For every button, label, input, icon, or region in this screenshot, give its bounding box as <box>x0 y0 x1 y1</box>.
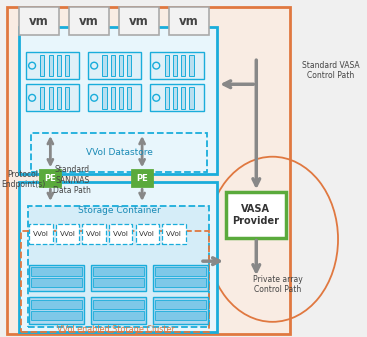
Bar <box>19 27 217 174</box>
Text: PE: PE <box>44 174 56 183</box>
Text: vm: vm <box>79 14 99 28</box>
Bar <box>7 7 290 334</box>
Bar <box>83 224 106 244</box>
Bar <box>155 278 206 287</box>
Bar <box>164 87 169 109</box>
Bar <box>57 55 61 76</box>
Bar <box>57 87 61 109</box>
Bar <box>150 52 204 79</box>
Bar <box>164 55 169 76</box>
Text: VVol: VVol <box>113 231 129 237</box>
Bar <box>109 224 132 244</box>
Bar <box>173 55 177 76</box>
Bar <box>40 87 44 109</box>
Bar <box>93 300 144 309</box>
Text: VVol: VVol <box>33 231 49 237</box>
Bar <box>31 278 82 287</box>
Bar <box>111 87 115 109</box>
Bar <box>93 311 144 320</box>
Text: Protocol
Endpoint(s): Protocol Endpoint(s) <box>1 170 45 189</box>
Bar <box>155 300 206 309</box>
Text: VVol: VVol <box>166 231 182 237</box>
Bar <box>31 133 207 172</box>
Bar <box>31 300 82 309</box>
Bar <box>88 84 141 111</box>
Bar <box>181 87 185 109</box>
Bar <box>135 224 159 244</box>
Bar <box>91 298 146 324</box>
Bar <box>29 224 53 244</box>
Bar <box>88 52 141 79</box>
Text: Standard
SAN/NAS
Data Path: Standard SAN/NAS Data Path <box>54 165 91 195</box>
Bar <box>69 7 109 35</box>
Bar <box>91 265 146 290</box>
Bar <box>19 182 217 332</box>
Bar <box>56 224 79 244</box>
Bar <box>111 55 115 76</box>
Bar <box>153 265 208 290</box>
Bar <box>29 298 84 324</box>
Text: VVol Datastore: VVol Datastore <box>86 148 152 157</box>
Bar <box>153 298 208 324</box>
Bar <box>29 265 84 290</box>
Text: VASA
Provider: VASA Provider <box>232 204 279 226</box>
Bar <box>119 87 123 109</box>
Text: PE: PE <box>136 174 148 183</box>
Text: Private array
Control Path: Private array Control Path <box>253 275 302 295</box>
Text: VVol: VVol <box>60 231 76 237</box>
Bar <box>127 87 131 109</box>
Text: Storage Container: Storage Container <box>78 206 160 215</box>
Bar <box>26 52 79 79</box>
Text: VVol: VVol <box>139 231 155 237</box>
Bar <box>132 170 152 186</box>
Bar <box>65 55 69 76</box>
Bar <box>155 267 206 276</box>
Bar <box>169 7 209 35</box>
Bar <box>226 192 286 238</box>
Bar <box>93 278 144 287</box>
Bar <box>162 224 186 244</box>
Bar <box>31 311 82 320</box>
Bar <box>150 84 204 111</box>
Text: VVol enabled Storage Cluster: VVol enabled Storage Cluster <box>57 325 174 334</box>
Bar <box>189 55 193 76</box>
Text: vm: vm <box>29 14 49 28</box>
Text: vm: vm <box>129 14 149 28</box>
Text: Standard VASA
Control Path: Standard VASA Control Path <box>302 61 359 81</box>
Bar <box>40 55 44 76</box>
Bar <box>49 55 53 76</box>
Bar <box>26 84 79 111</box>
Text: vm: vm <box>179 14 199 28</box>
Bar <box>40 170 60 186</box>
Bar <box>155 311 206 320</box>
Bar <box>31 267 82 276</box>
Bar <box>102 55 106 76</box>
Text: VVol: VVol <box>86 231 102 237</box>
Bar <box>189 87 193 109</box>
Bar <box>119 7 159 35</box>
Bar <box>21 231 209 332</box>
Bar <box>102 87 106 109</box>
Bar <box>19 7 59 35</box>
Bar <box>49 87 53 109</box>
Bar <box>119 55 123 76</box>
Bar <box>173 87 177 109</box>
Bar <box>127 55 131 76</box>
Bar <box>65 87 69 109</box>
Bar <box>181 55 185 76</box>
Bar <box>28 206 209 327</box>
Bar <box>93 267 144 276</box>
